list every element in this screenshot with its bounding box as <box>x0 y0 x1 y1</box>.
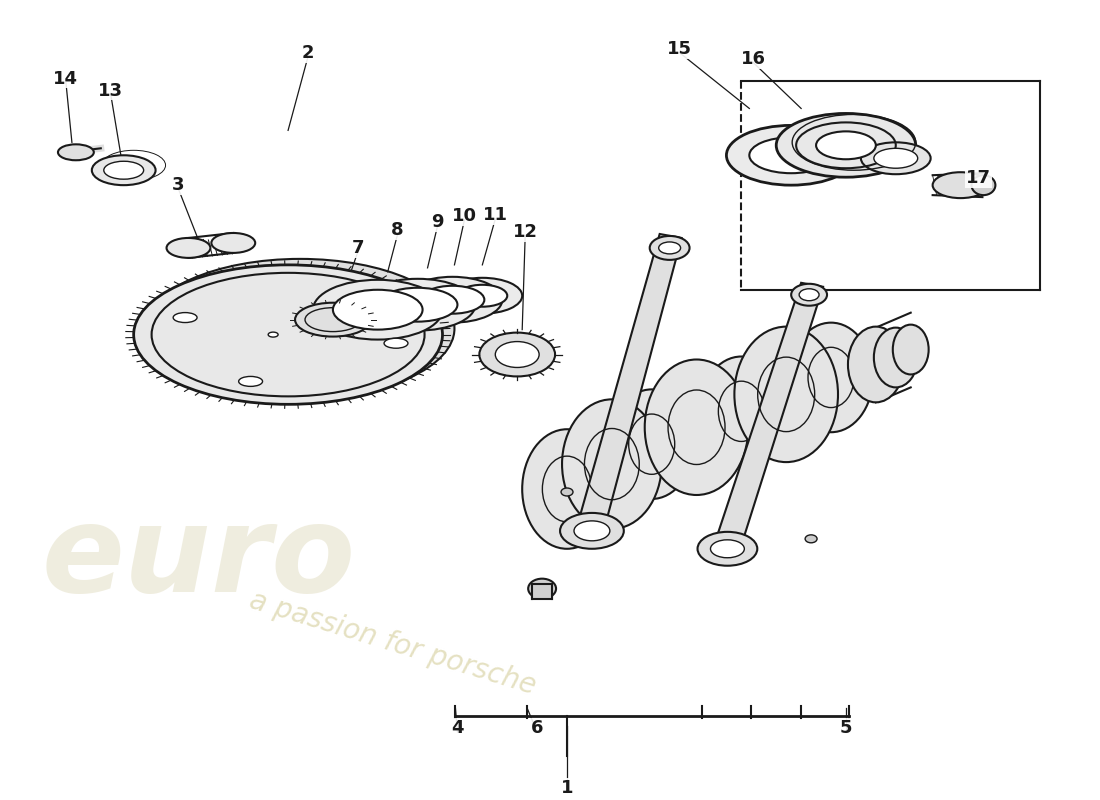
Ellipse shape <box>173 313 197 322</box>
Ellipse shape <box>700 357 783 466</box>
Ellipse shape <box>377 288 458 322</box>
Ellipse shape <box>697 532 757 566</box>
Ellipse shape <box>749 138 833 174</box>
Text: 13: 13 <box>98 82 123 99</box>
Ellipse shape <box>166 238 210 258</box>
Polygon shape <box>580 234 682 519</box>
Ellipse shape <box>560 513 624 549</box>
Ellipse shape <box>528 578 557 598</box>
Ellipse shape <box>384 338 408 348</box>
Ellipse shape <box>650 236 690 260</box>
Ellipse shape <box>735 326 838 462</box>
Text: 11: 11 <box>483 206 508 224</box>
Ellipse shape <box>659 242 681 254</box>
Ellipse shape <box>933 172 989 198</box>
Ellipse shape <box>211 233 255 253</box>
Polygon shape <box>717 282 823 539</box>
Text: 10: 10 <box>452 207 477 225</box>
Text: 2: 2 <box>301 44 315 62</box>
Text: euro: euro <box>42 500 355 618</box>
Ellipse shape <box>561 488 573 496</box>
Text: 3: 3 <box>173 176 185 194</box>
Ellipse shape <box>893 325 928 374</box>
Text: 6: 6 <box>531 719 543 737</box>
Ellipse shape <box>480 333 556 377</box>
Text: 15: 15 <box>667 40 692 58</box>
Ellipse shape <box>58 144 94 160</box>
Ellipse shape <box>360 279 475 330</box>
Ellipse shape <box>314 280 442 339</box>
Ellipse shape <box>239 377 263 386</box>
Ellipse shape <box>574 521 609 541</box>
Ellipse shape <box>145 259 454 398</box>
Ellipse shape <box>971 175 996 195</box>
Text: 1988: 1988 <box>647 383 796 475</box>
Bar <box>532 584 552 598</box>
Ellipse shape <box>458 285 507 306</box>
Text: 9: 9 <box>431 213 443 231</box>
Ellipse shape <box>711 540 745 558</box>
Text: 14: 14 <box>54 70 78 87</box>
Ellipse shape <box>645 359 748 495</box>
Ellipse shape <box>609 390 693 499</box>
Ellipse shape <box>152 273 425 396</box>
Ellipse shape <box>403 277 503 322</box>
Text: 1: 1 <box>561 779 573 797</box>
Ellipse shape <box>861 142 931 174</box>
Text: 16: 16 <box>740 50 766 68</box>
Ellipse shape <box>295 302 371 337</box>
Text: 17: 17 <box>966 169 991 187</box>
Ellipse shape <box>495 342 539 367</box>
Ellipse shape <box>134 265 442 404</box>
Ellipse shape <box>873 148 917 168</box>
Ellipse shape <box>562 399 662 529</box>
Ellipse shape <box>333 290 422 330</box>
Text: 8: 8 <box>392 221 404 239</box>
Ellipse shape <box>777 114 915 177</box>
Ellipse shape <box>91 155 155 185</box>
Ellipse shape <box>848 326 904 402</box>
Text: 4: 4 <box>451 719 464 737</box>
Ellipse shape <box>873 328 917 387</box>
Ellipse shape <box>103 162 144 179</box>
Ellipse shape <box>805 535 817 543</box>
Ellipse shape <box>442 278 522 314</box>
Ellipse shape <box>816 131 876 159</box>
Ellipse shape <box>420 286 484 314</box>
Ellipse shape <box>799 289 820 301</box>
Ellipse shape <box>726 126 856 185</box>
Ellipse shape <box>789 322 873 432</box>
Text: 7: 7 <box>352 239 364 257</box>
Text: 5: 5 <box>839 719 853 737</box>
Text: 12: 12 <box>513 223 538 241</box>
Ellipse shape <box>791 284 827 306</box>
Text: a passion for porsche: a passion for porsche <box>246 586 539 701</box>
Ellipse shape <box>522 430 612 549</box>
Ellipse shape <box>268 332 278 337</box>
